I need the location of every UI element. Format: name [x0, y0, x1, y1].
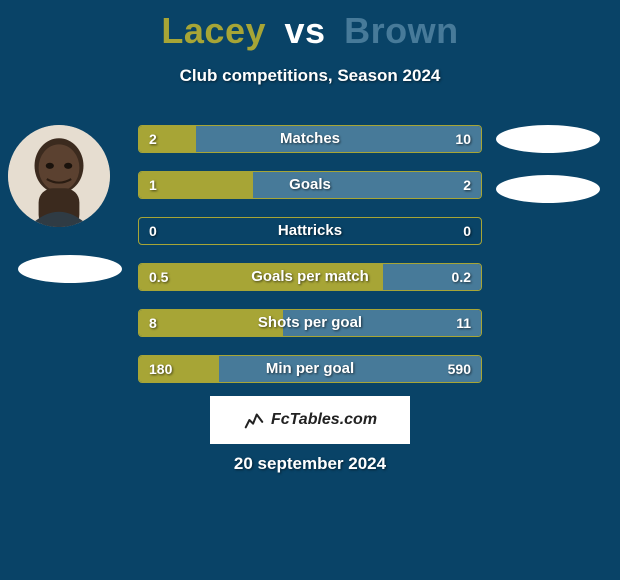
watermark: FcTables.com	[210, 396, 410, 444]
watermark-text: FcTables.com	[271, 411, 377, 429]
stat-label: Matches	[139, 126, 481, 152]
date-text: 20 september 2024	[0, 454, 620, 474]
vs-text: vs	[285, 10, 326, 51]
player1-avatar	[8, 125, 110, 227]
player1-nameplate	[18, 255, 122, 283]
player2-avatar-placeholder	[496, 125, 600, 153]
stat-row: 0.50.2Goals per match	[138, 263, 482, 291]
fctables-logo-icon	[243, 409, 265, 431]
player1-name: Lacey	[161, 10, 266, 51]
stat-row: 12Goals	[138, 171, 482, 199]
stat-bars: 210Matches 12Goals 00Hattricks 0.50.2Goals …	[138, 125, 482, 401]
stat-row: 811Shots per goal	[138, 309, 482, 337]
stat-row: 00Hattricks	[138, 217, 482, 245]
stat-row: 180590Min per goal	[138, 355, 482, 383]
stat-label: Hattricks	[139, 218, 481, 244]
player2-nameplate	[496, 175, 600, 203]
comparison-title: Lacey vs Brown	[0, 0, 620, 52]
stat-row: 210Matches	[138, 125, 482, 153]
subtitle: Club competitions, Season 2024	[0, 66, 620, 86]
avatar-placeholder-icon	[8, 125, 110, 227]
stat-label: Shots per goal	[139, 310, 481, 336]
stat-label: Min per goal	[139, 356, 481, 382]
stat-label: Goals	[139, 172, 481, 198]
player2-name: Brown	[344, 10, 459, 51]
stat-label: Goals per match	[139, 264, 481, 290]
